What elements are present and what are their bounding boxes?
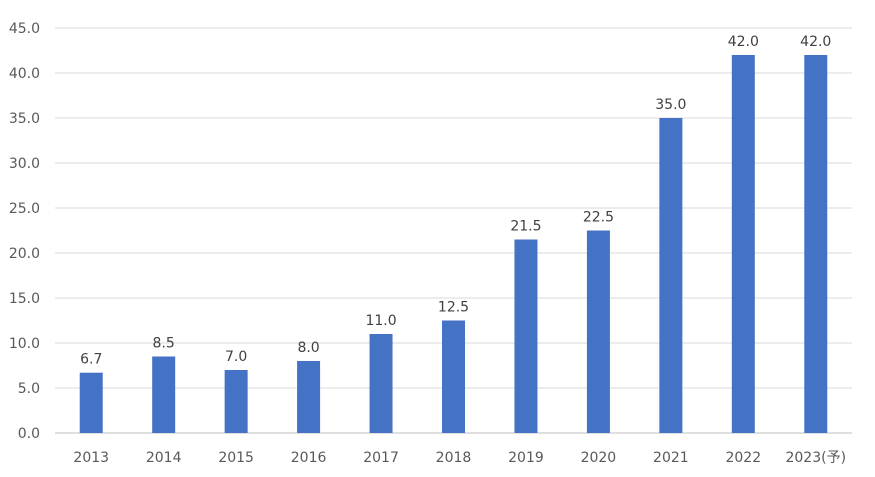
y-tick-label: 20.0: [9, 246, 40, 262]
bar: [442, 320, 465, 433]
y-axis: 0.0 5.0 10.0 15.0 20.0 25.0 30.0 35.0 40.0 45.0: [9, 21, 40, 442]
y-tick-label: 40.0: [9, 66, 40, 82]
bar: [804, 55, 828, 433]
x-tick-label: 2014: [146, 450, 182, 466]
bar-value-label: 7.0: [225, 349, 247, 365]
bar-value-label: 42.0: [728, 34, 759, 50]
y-tick-label: 15.0: [9, 291, 40, 307]
bar: [514, 239, 538, 433]
x-tick-label: 2013: [73, 450, 109, 466]
gridlines: [55, 27, 852, 434]
bar: [586, 230, 610, 433]
y-tick-label: 5.0: [18, 381, 40, 397]
x-tick-label: 2023(予): [785, 450, 846, 466]
y-tick-label: 10.0: [9, 336, 40, 352]
bar-value-label: 35.0: [655, 97, 686, 113]
bar-value-label: 42.0: [800, 34, 831, 50]
bar-value-label: 8.0: [297, 340, 319, 356]
bar-value-label: 22.5: [583, 210, 614, 226]
data-labels: 6.7 8.5 7.0 8.0 11.0 12.5 21.5 22.5 35.0 42.0 42.0: [80, 34, 831, 368]
bar: [659, 118, 683, 433]
bar-value-label: 11.0: [365, 313, 396, 329]
bar-value-label: 6.7: [80, 352, 102, 368]
bar-value-label: 8.5: [153, 336, 175, 352]
bar: [731, 55, 755, 433]
x-tick-label: 2019: [508, 450, 544, 466]
bar-value-label: 12.5: [438, 300, 469, 316]
y-tick-label: 30.0: [9, 156, 40, 172]
x-tick-label: 2017: [363, 450, 399, 466]
bar: [224, 370, 248, 433]
bar: [152, 356, 176, 433]
x-tick-label: 2020: [581, 450, 617, 466]
x-tick-label: 2018: [436, 450, 472, 466]
bar: [369, 334, 393, 433]
bars: [79, 55, 828, 433]
x-tick-label: 2015: [218, 450, 254, 466]
y-tick-label: 25.0: [9, 201, 40, 217]
y-tick-label: 35.0: [9, 111, 40, 127]
y-tick-label: 0.0: [18, 426, 40, 442]
x-tick-label: 2022: [725, 450, 761, 466]
bar: [79, 372, 103, 433]
bar: [297, 361, 321, 433]
x-tick-label: 2021: [653, 450, 689, 466]
x-axis: 2013 2014 2015 2016 2017 2018 2019 2020 2021 2022…: [73, 450, 846, 466]
x-tick-label: 2016: [291, 450, 327, 466]
bar-value-label: 21.5: [510, 219, 541, 235]
y-tick-label: 45.0: [9, 21, 40, 37]
